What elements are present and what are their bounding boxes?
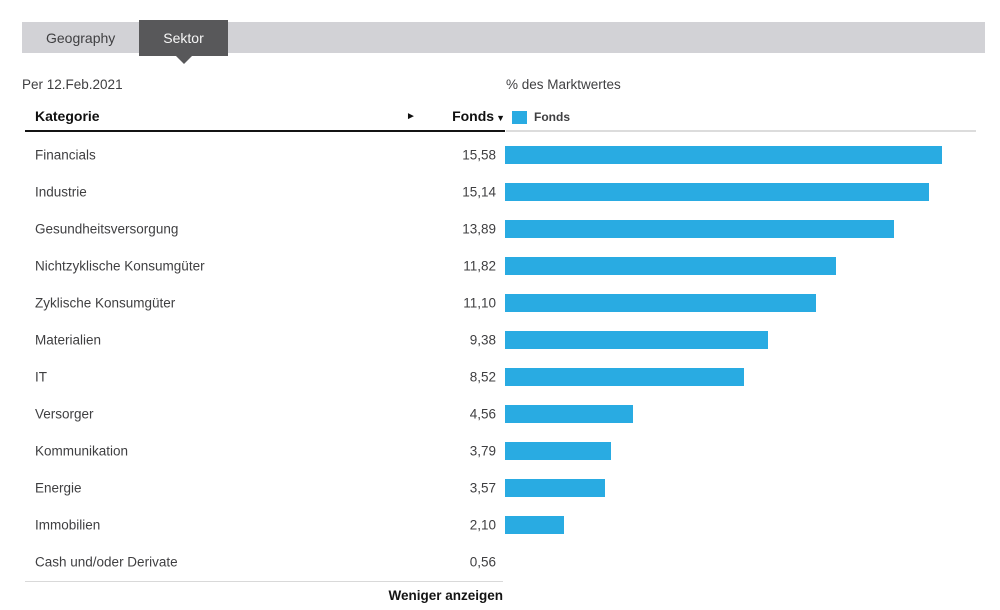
fonds-bar: [505, 330, 768, 349]
category-label: Energie: [35, 480, 82, 495]
show-less-link[interactable]: Weniger anzeigen: [388, 588, 503, 603]
sort-desc-icon: ▼: [496, 113, 505, 123]
bar-track: [505, 219, 976, 238]
category-label: Financials: [35, 147, 96, 162]
category-label: Cash und/oder Derivate: [35, 554, 178, 569]
expand-arrow-icon[interactable]: ►: [406, 111, 416, 122]
fonds-bar: [505, 145, 942, 164]
bar-track: [505, 330, 976, 349]
category-label: Materialien: [35, 332, 102, 347]
fonds-bar: [505, 293, 817, 312]
tab-bar: Geography Sektor: [22, 20, 985, 64]
category-label: Nichtzyklische Konsumgüter: [35, 258, 205, 273]
table-row: Industrie 15,14: [25, 173, 976, 210]
value-cell: 4,56: [469, 406, 496, 421]
fonds-column-header[interactable]: Fonds ▼: [452, 108, 505, 124]
fonds-bar: [505, 256, 837, 275]
value-cell: 9,38: [469, 332, 496, 347]
table-footer-divider: [25, 581, 503, 582]
chart-axis-label: % des Marktwertes: [506, 77, 621, 92]
bar-track: [505, 478, 976, 497]
value-cell: 11,82: [463, 258, 496, 273]
value-cell: 8,52: [469, 369, 496, 384]
table-header: Kategorie ► Fonds ▼: [25, 104, 505, 132]
bar-track: [505, 515, 976, 534]
tab-sektor-label: Sektor: [163, 30, 204, 46]
table-row: Materialien 9,38: [25, 321, 976, 358]
fonds-bar: [505, 478, 606, 497]
bar-track: [505, 441, 976, 460]
fonds-bar: [505, 404, 633, 423]
value-cell: 2,10: [469, 517, 496, 532]
table-row: Zyklische Konsumgüter 11,10: [25, 284, 976, 321]
table-row: Gesundheitsversorgung 13,89: [25, 210, 976, 247]
category-label: Zyklische Konsumgüter: [35, 295, 176, 310]
bar-track: [505, 293, 976, 312]
table-row: Kommunikation 3,79: [25, 432, 976, 469]
category-label: IT: [35, 369, 47, 384]
active-tab-pointer-icon: [175, 56, 192, 64]
value-cell: 0,56: [469, 554, 496, 569]
category-label: Immobilien: [35, 517, 101, 532]
table-row: Cash und/oder Derivate 0,56: [25, 543, 976, 580]
category-label: Industrie: [35, 184, 87, 199]
fonds-bar: [505, 515, 564, 534]
allocation-rows: Financials 15,58 Industrie 15,14 Gesundh…: [25, 136, 976, 580]
fonds-bar: [505, 182, 930, 201]
category-label: Versorger: [35, 406, 94, 421]
bar-track: [505, 367, 976, 386]
legend-label: Fonds: [534, 110, 570, 124]
table-row: Energie 3,57: [25, 469, 976, 506]
bar-track: [505, 553, 976, 571]
fonds-bar: [505, 441, 612, 460]
value-cell: 15,58: [462, 147, 496, 162]
legend-color-swatch: [512, 110, 527, 124]
table-footer: Weniger anzeigen: [25, 587, 503, 605]
value-cell: 11,10: [463, 295, 496, 310]
as-of-date: Per 12.Feb.2021: [22, 77, 123, 92]
tab-geography[interactable]: Geography: [22, 22, 139, 53]
fonds-bar: [505, 219, 895, 238]
bar-track: [505, 404, 976, 423]
value-cell: 15,14: [462, 184, 496, 199]
fonds-bar: [505, 367, 744, 386]
bar-track: [505, 145, 976, 164]
tab-geography-label: Geography: [46, 29, 116, 46]
bar-track: [505, 182, 976, 201]
category-label: Gesundheitsversorgung: [35, 221, 179, 236]
table-row: Versorger 4,56: [25, 395, 976, 432]
table-row: Financials 15,58: [25, 136, 976, 173]
tab-sektor[interactable]: Sektor: [139, 20, 228, 64]
value-cell: 3,57: [469, 480, 496, 495]
category-column-header: Kategorie: [35, 108, 100, 124]
value-cell: 3,79: [469, 443, 496, 458]
category-label: Kommunikation: [35, 443, 129, 458]
table-row: IT 8,52: [25, 358, 976, 395]
table-row: Nichtzyklische Konsumgüter 11,82: [25, 247, 976, 284]
table-row: Immobilien 2,10: [25, 506, 976, 543]
bar-track: [505, 256, 976, 275]
chart-legend: Fonds: [506, 104, 976, 132]
fonds-column-header-label: Fonds: [452, 108, 495, 124]
value-cell: 13,89: [462, 221, 496, 236]
